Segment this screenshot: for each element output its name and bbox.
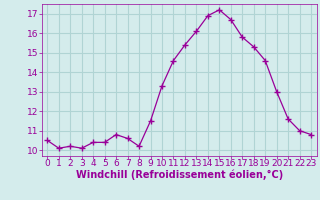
X-axis label: Windchill (Refroidissement éolien,°C): Windchill (Refroidissement éolien,°C) <box>76 170 283 180</box>
